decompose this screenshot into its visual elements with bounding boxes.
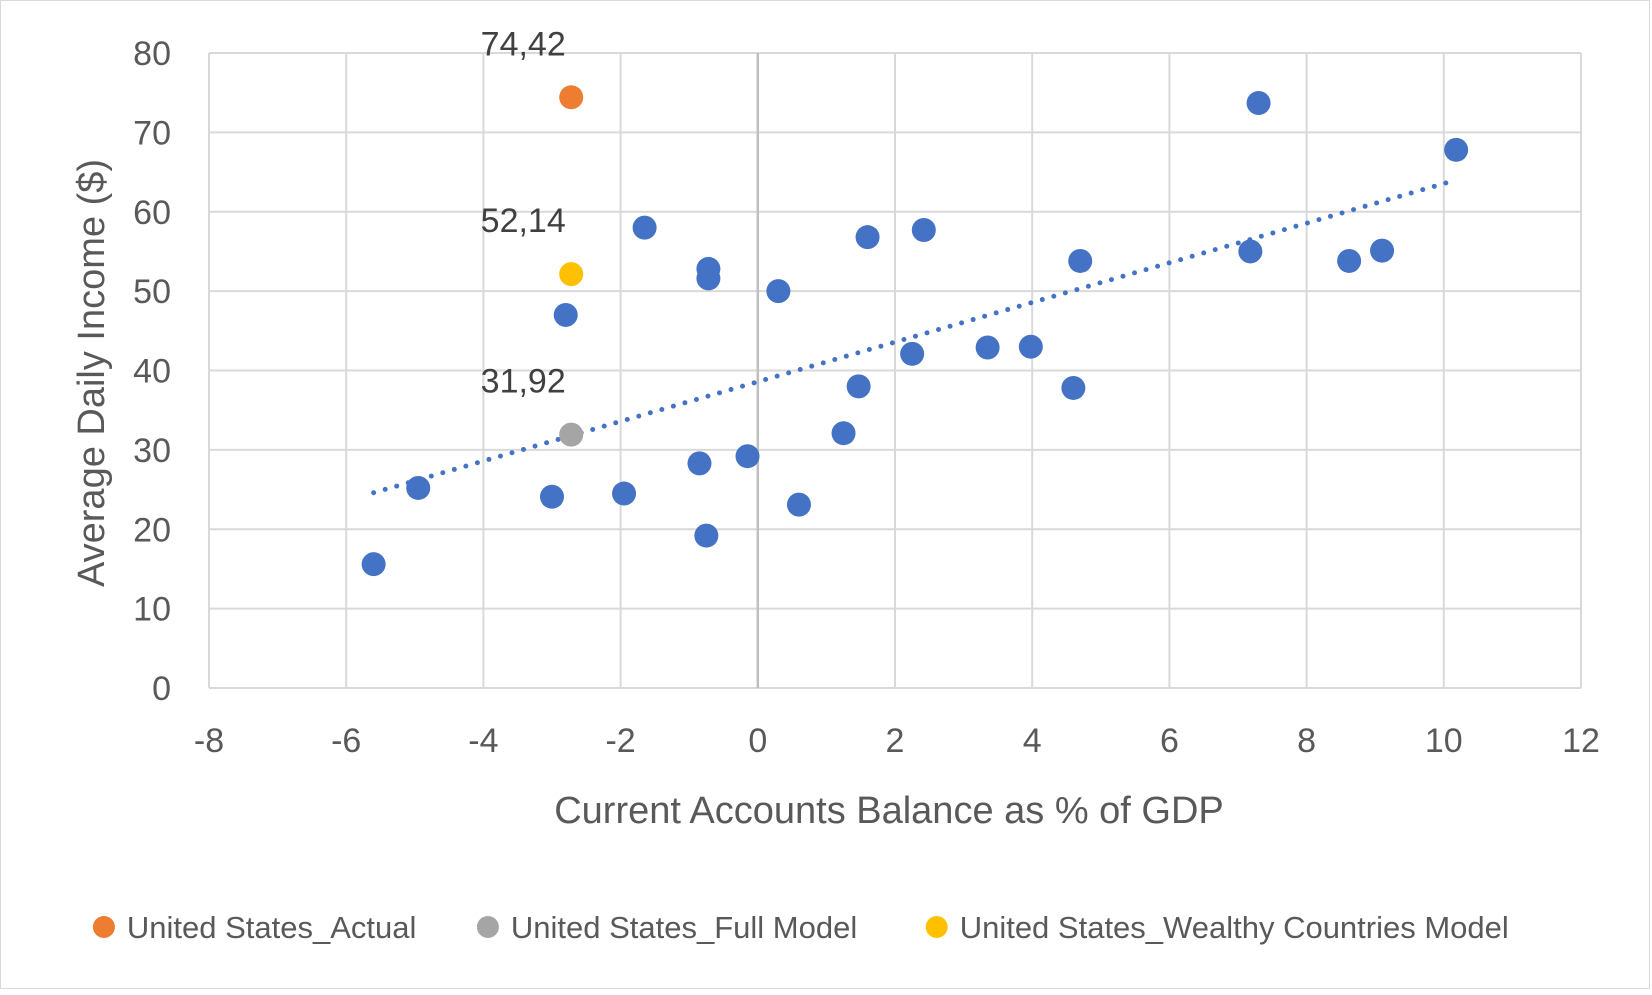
- x-tick-label: 0: [748, 722, 767, 760]
- x-axis-title: Current Accounts Balance as % of GDP: [554, 790, 1224, 832]
- data-points: [361, 85, 1469, 577]
- x-tick-label: -8: [194, 722, 224, 760]
- y-tick-label: 70: [133, 114, 171, 152]
- linear-trendline: [371, 177, 1459, 496]
- gridlines: [208, 52, 1582, 689]
- data-point: [1246, 91, 1271, 116]
- x-tick-label: 10: [1425, 722, 1463, 760]
- data-point: [632, 215, 657, 240]
- data-point: [975, 335, 1000, 360]
- data-label: 74,42: [481, 25, 566, 63]
- data-point-highlight: [559, 85, 584, 110]
- data-point: [786, 492, 811, 517]
- y-tick-label: 0: [152, 670, 171, 708]
- y-tick-label: 30: [133, 432, 171, 470]
- data-point: [900, 341, 925, 366]
- data-point: [696, 266, 721, 291]
- legend-label: United States_Full Model: [511, 910, 857, 945]
- data-point: [612, 481, 637, 506]
- x-tick-label: 4: [1023, 722, 1042, 760]
- data-point: [831, 421, 856, 446]
- data-point: [911, 218, 936, 243]
- data-point: [553, 302, 578, 327]
- data-point: [846, 374, 871, 399]
- data-point: [694, 523, 719, 548]
- data-point-highlight: [559, 422, 584, 447]
- data-point: [1018, 334, 1043, 359]
- data-point: [406, 475, 431, 500]
- data-label: 52,14: [481, 202, 566, 240]
- data-point: [1337, 248, 1362, 273]
- x-tick-label: -2: [605, 722, 635, 760]
- data-point: [1061, 375, 1086, 400]
- y-tick-label: 40: [133, 353, 171, 391]
- legend-label: United States_Wealthy Countries Model: [960, 910, 1509, 945]
- data-point: [1444, 137, 1469, 162]
- y-axis-title: Average Daily Income ($): [71, 159, 113, 587]
- x-tick-label: 8: [1297, 722, 1316, 760]
- legend-marker: [92, 916, 115, 938]
- y-tick-label: 80: [133, 35, 171, 73]
- data-point: [735, 444, 760, 469]
- legend-marker: [925, 916, 948, 938]
- legend-label: United States_Actual: [127, 910, 417, 945]
- x-tick-label: 2: [886, 722, 905, 760]
- y-tick-label: 10: [133, 591, 171, 629]
- data-point-highlight: [559, 262, 584, 287]
- x-tick-label: -4: [468, 722, 498, 760]
- data-point: [1068, 248, 1093, 273]
- data-labels: 74,42 31,92 52,14: [481, 25, 566, 400]
- data-point: [1238, 239, 1263, 264]
- data-point: [361, 552, 386, 577]
- trendline-layer: [371, 177, 1459, 496]
- x-tick-label: 12: [1562, 722, 1600, 760]
- tick-labels: 0 10 20 30 40 50 60 70 80 -8 -6 -4 -2 0 2 4 6 8 10 12: [133, 35, 1600, 760]
- data-point: [540, 484, 564, 509]
- data-label: 31,92: [481, 363, 566, 401]
- data-point: [687, 451, 712, 476]
- legend-marker: [476, 916, 499, 938]
- data-point: [855, 225, 880, 250]
- y-tick-label: 20: [133, 511, 171, 549]
- legend: United States_Actual United States_Full M…: [92, 910, 1509, 945]
- y-tick-label: 60: [133, 194, 171, 232]
- data-point: [766, 279, 791, 304]
- x-tick-label: 6: [1160, 722, 1179, 760]
- x-tick-label: -6: [331, 722, 361, 760]
- data-point: [1370, 238, 1395, 263]
- y-tick-label: 50: [133, 273, 171, 311]
